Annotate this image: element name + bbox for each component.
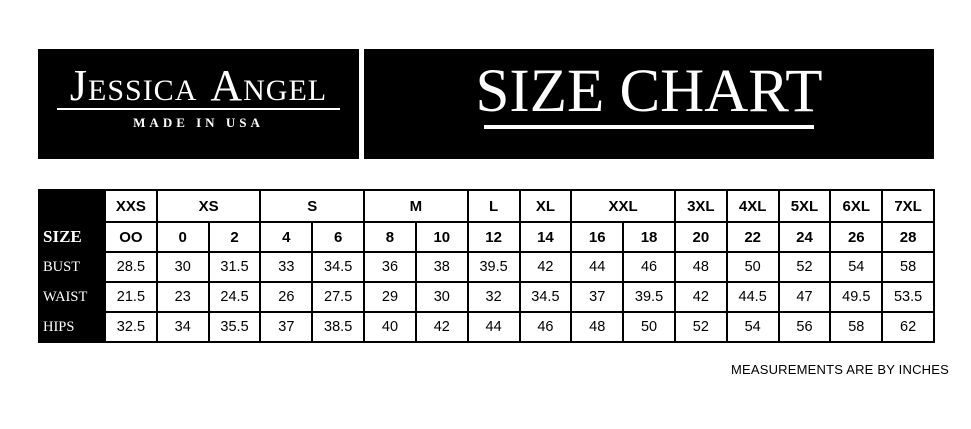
hips-cell: 58 bbox=[829, 311, 884, 343]
size-cell: OO bbox=[104, 221, 158, 253]
bust-cell: 31.5 bbox=[207, 251, 262, 283]
waist-cell: 44.5 bbox=[725, 281, 780, 313]
size-cell: 14 bbox=[518, 221, 573, 253]
brand-name-initial: A bbox=[210, 61, 244, 110]
size-cell: 0 bbox=[155, 221, 210, 253]
bust-cell: 30 bbox=[155, 251, 210, 283]
hips-cell: 32.5 bbox=[104, 311, 158, 343]
brand-underline-rule bbox=[57, 108, 340, 111]
bust-cell: 39.5 bbox=[466, 251, 521, 283]
size-cell: 12 bbox=[466, 221, 521, 253]
size-group-xs: XS bbox=[155, 189, 262, 223]
size-group-header-row: XXS XS S M L XL XXL 3XL 4XL 5XL 6XL 7XL bbox=[38, 189, 935, 223]
bust-cell: 46 bbox=[622, 251, 676, 283]
waist-cell: 23 bbox=[155, 281, 210, 313]
size-group-xxl: XXL bbox=[570, 189, 676, 223]
bust-cell: 28.5 bbox=[104, 251, 158, 283]
bust-cell: 44 bbox=[570, 251, 625, 283]
size-cell: 6 bbox=[311, 221, 366, 253]
row-label-size: SIZE bbox=[38, 221, 106, 253]
waist-cell: 27.5 bbox=[311, 281, 366, 313]
size-group-5xl: 5XL bbox=[777, 189, 832, 223]
row-label-hips: HIPS bbox=[38, 311, 106, 343]
hips-cell: 42 bbox=[414, 311, 469, 343]
size-group-7xl: 7XL bbox=[881, 189, 935, 223]
brand-name-rest: ESSICA bbox=[88, 74, 198, 107]
waist-cell: 37 bbox=[570, 281, 625, 313]
size-chart-title-panel: SIZE CHART bbox=[364, 49, 934, 159]
size-cell: 2 bbox=[207, 221, 262, 253]
hips-cell: 34 bbox=[155, 311, 210, 343]
units-footnote: MEASUREMENTS ARE BY INCHES bbox=[730, 362, 949, 377]
size-number-row: SIZE OO 0 2 4 6 8 10 12 14 16 18 20 22 2… bbox=[38, 221, 935, 253]
size-group-3xl: 3XL bbox=[673, 189, 728, 223]
size-cell: 8 bbox=[363, 221, 417, 253]
bust-cell: 36 bbox=[363, 251, 417, 283]
brand-logo-panel: JESSICA ANGEL MADE IN USA bbox=[38, 49, 359, 159]
bust-cell: 33 bbox=[259, 251, 314, 283]
bust-cell: 50 bbox=[725, 251, 780, 283]
brand-name-initial: J bbox=[69, 61, 88, 110]
brand-tagline: MADE IN USA bbox=[133, 115, 264, 131]
waist-cell: 21.5 bbox=[104, 281, 158, 313]
size-cell: 26 bbox=[829, 221, 884, 253]
size-group-4xl: 4XL bbox=[725, 189, 780, 223]
bust-cell: 38 bbox=[414, 251, 469, 283]
title-underline-rule bbox=[484, 125, 814, 129]
size-cell: 16 bbox=[570, 221, 625, 253]
size-cell: 28 bbox=[881, 221, 935, 253]
size-cell: 4 bbox=[259, 221, 314, 253]
brand-name: JESSICA ANGEL bbox=[70, 64, 328, 108]
size-group-m: M bbox=[363, 189, 469, 223]
size-group-l: L bbox=[466, 189, 521, 223]
hips-cell: 48 bbox=[570, 311, 625, 343]
hips-cell: 44 bbox=[466, 311, 521, 343]
size-cell: 24 bbox=[777, 221, 832, 253]
hips-cell: 46 bbox=[518, 311, 573, 343]
waist-cell: 53.5 bbox=[881, 281, 935, 313]
bust-cell: 42 bbox=[518, 251, 573, 283]
hips-cell: 37 bbox=[259, 311, 314, 343]
corner-cell bbox=[38, 189, 106, 223]
bust-cell: 52 bbox=[777, 251, 832, 283]
hips-cell: 50 bbox=[622, 311, 676, 343]
waist-cell: 42 bbox=[673, 281, 728, 313]
hips-cell: 56 bbox=[777, 311, 832, 343]
waist-cell: 26 bbox=[259, 281, 314, 313]
brand-name-rest: NGEL bbox=[243, 74, 328, 107]
waist-cell: 29 bbox=[363, 281, 417, 313]
waist-cell: 47 bbox=[777, 281, 832, 313]
waist-cell: 49.5 bbox=[829, 281, 884, 313]
size-group-6xl: 6XL bbox=[829, 189, 884, 223]
row-label-waist: WAIST bbox=[38, 281, 106, 313]
size-cell: 22 bbox=[725, 221, 780, 253]
size-group-xl: XL bbox=[518, 189, 573, 223]
size-chart-table: XXS XS S M L XL XXL 3XL 4XL 5XL 6XL 7XL … bbox=[38, 189, 935, 343]
waist-cell: 30 bbox=[414, 281, 469, 313]
waist-row: WAIST 21.5 23 24.5 26 27.5 29 30 32 34.5… bbox=[38, 281, 935, 313]
waist-cell: 24.5 bbox=[207, 281, 262, 313]
hips-cell: 40 bbox=[363, 311, 417, 343]
row-label-bust: BUST bbox=[38, 251, 106, 283]
bust-cell: 48 bbox=[673, 251, 728, 283]
waist-cell: 39.5 bbox=[622, 281, 676, 313]
hips-cell: 52 bbox=[673, 311, 728, 343]
waist-cell: 32 bbox=[466, 281, 521, 313]
hips-cell: 38.5 bbox=[311, 311, 366, 343]
hips-cell: 62 bbox=[881, 311, 935, 343]
size-cell: 10 bbox=[414, 221, 469, 253]
bust-cell: 34.5 bbox=[311, 251, 366, 283]
size-group-xxs: XXS bbox=[104, 189, 158, 223]
size-cell: 20 bbox=[673, 221, 728, 253]
size-cell: 18 bbox=[622, 221, 676, 253]
size-chart-title: SIZE CHART bbox=[475, 58, 823, 125]
size-group-s: S bbox=[259, 189, 366, 223]
bust-row: BUST 28.5 30 31.5 33 34.5 36 38 39.5 42 … bbox=[38, 251, 935, 283]
hips-row: HIPS 32.5 34 35.5 37 38.5 40 42 44 46 48… bbox=[38, 311, 935, 343]
waist-cell: 34.5 bbox=[518, 281, 573, 313]
bust-cell: 58 bbox=[881, 251, 935, 283]
bust-cell: 54 bbox=[829, 251, 884, 283]
hips-cell: 35.5 bbox=[207, 311, 262, 343]
hips-cell: 54 bbox=[725, 311, 780, 343]
